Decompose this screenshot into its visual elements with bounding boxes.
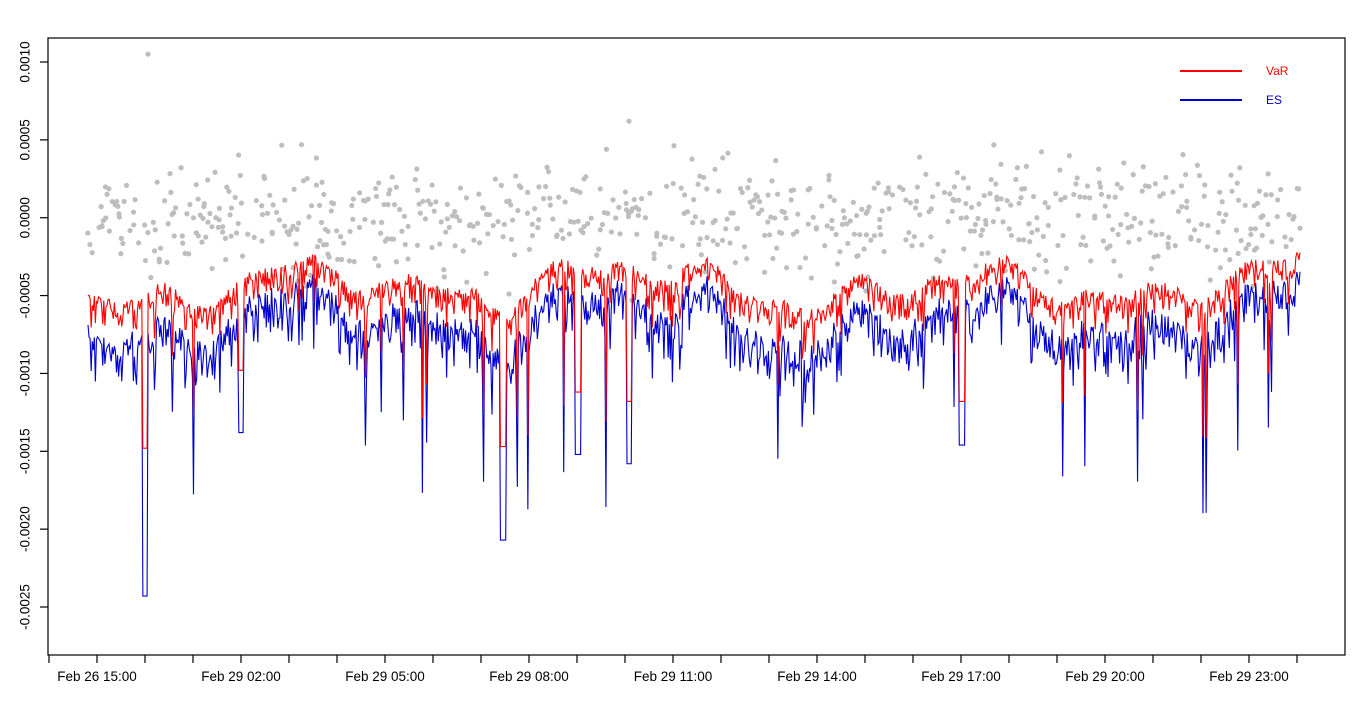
y-axis-tick-label: 0.0010: [18, 41, 33, 82]
x-axis-tick-label: Feb 29 17:00: [921, 669, 1001, 684]
x-axis-tick-label: Feb 29 23:00: [1209, 669, 1289, 684]
chart-legend: VaR ES: [1180, 64, 1289, 107]
y-axis-tick-label: -0.0015: [18, 428, 33, 474]
x-axis-tick-label: Feb 26 15:00: [57, 669, 137, 684]
x-axis-tick-label: Feb 29 02:00: [201, 669, 281, 684]
x-axis-tick-label: Feb 29 08:00: [489, 669, 569, 684]
x-axis-tick-label: Feb 29 20:00: [1065, 669, 1145, 684]
y-axis-tick-label: -0.0020: [18, 506, 33, 552]
y-axis-tick-label: 0.0005: [18, 119, 33, 160]
chart-axes: 0.0010 0.0005 0.0000 -0.0005 -0.0010 -0.0015 -…: [18, 37, 1346, 684]
y-axis-tick-label: -0.0025: [18, 584, 33, 630]
legend-label-es: ES: [1266, 93, 1282, 107]
x-axis-tick-label: Feb 29 05:00: [345, 669, 425, 684]
legend-label-var: VaR: [1266, 64, 1289, 78]
var-line-series: [87, 251, 1301, 449]
y-axis-tick-label: -0.0005: [18, 273, 33, 319]
returns-scatter-series: [85, 51, 1303, 303]
y-axis-tick-label: 0.0000: [18, 197, 33, 238]
x-axis-tick-label: Feb 29 14:00: [777, 669, 857, 684]
es-line-series: [87, 271, 1301, 597]
y-axis-tick-label: -0.0010: [18, 351, 33, 397]
x-axis-tick-label: Feb 29 11:00: [634, 669, 713, 684]
